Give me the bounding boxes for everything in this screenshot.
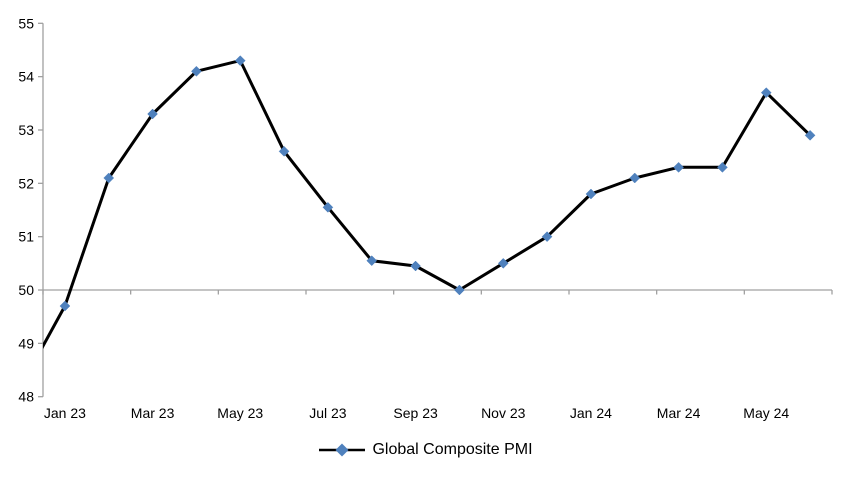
data-point-marker (278, 145, 290, 157)
y-axis-tick-label: 54 (18, 69, 34, 85)
x-axis-label: Jan 24 (570, 405, 612, 421)
x-axis-label: May 24 (743, 405, 789, 421)
y-axis-tick-label: 48 (18, 389, 34, 405)
plot-area: 55 54 53 52 51 50 49 48 Jan 23 Mar 23 May 23 Jul 23… (18, 15, 833, 421)
data-point-marker (147, 108, 158, 120)
x-axis-label: Jul 23 (309, 405, 347, 421)
data-point-marker (497, 257, 509, 269)
data-point-marker (673, 161, 684, 173)
data-point-marker (585, 188, 597, 200)
legend[interactable]: Global Composite PMI (0, 439, 852, 461)
y-axis-tick-label: 49 (18, 335, 34, 351)
legend-series-marker-icon (319, 443, 366, 457)
data-point-marker (454, 284, 465, 296)
y-axis-tick-label: 50 (18, 282, 34, 298)
x-axis-label: Sep 23 (393, 405, 438, 421)
data-point-marker (804, 129, 816, 141)
data-point-marker (366, 255, 378, 267)
data-point-marker (541, 231, 553, 243)
y-axis-tick-label: 51 (18, 229, 34, 245)
x-axis-label: Nov 23 (481, 405, 526, 421)
y-axis-tick-label: 53 (18, 122, 34, 138)
data-point-marker (760, 87, 772, 98)
data-point-marker (234, 55, 246, 66)
pmi-series-line (43, 59, 812, 350)
y-axis-tick-label: 52 (18, 175, 34, 191)
data-point-marker (410, 260, 421, 272)
x-axis-label: Mar 24 (657, 405, 701, 421)
y-axis-tick-label: 55 (18, 15, 34, 31)
x-axis-label: May 23 (217, 405, 263, 421)
legend-diamond-icon (335, 443, 349, 457)
data-point-marker (717, 161, 728, 173)
x-axis-label: Mar 23 (131, 405, 175, 421)
x-axis-label: Jan 23 (44, 405, 86, 421)
data-point-marker (191, 65, 202, 77)
data-point-marker (322, 201, 334, 213)
data-point-marker (59, 300, 71, 312)
data-point-marker (103, 172, 115, 184)
data-point-marker (629, 172, 641, 184)
legend-label: Global Composite PMI (372, 441, 533, 458)
